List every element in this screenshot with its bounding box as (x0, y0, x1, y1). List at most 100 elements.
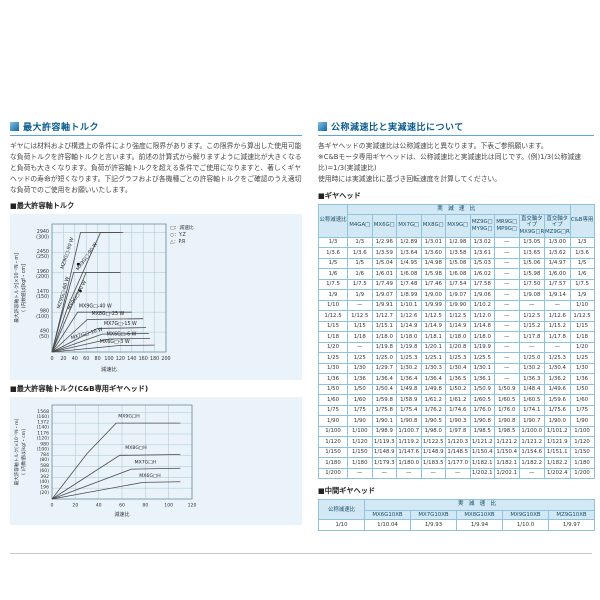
table-cell: 1/6 (347, 268, 373, 280)
x-axis-label: 減速比 (101, 365, 117, 373)
table-cell: 1/25.3 (396, 352, 422, 364)
table-cell: 1/98.9 (371, 426, 397, 438)
table-cell: 1/19.8 (371, 342, 397, 354)
table-cell: — (347, 300, 373, 312)
right-column: 公称減速比と実減速比について 各ギヤヘッドの実減速比は公称減速比と異なります。下… (318, 120, 596, 531)
table-cell: 1/150.4 (469, 447, 495, 459)
table-cell: 1/15.2 (544, 321, 571, 333)
series-label: MX6G□-6 W (107, 332, 137, 338)
table-cell: 1/3.64 (396, 247, 422, 259)
table-cell: 1/148.5 (445, 447, 471, 459)
table-cell: 1/12.7 (371, 310, 397, 322)
table-row: 1/30 1/30 1/29.7 1/30.2 1/30.3 1/30.4 1/30.1—1… (318, 363, 595, 375)
table-cell: 1/30.4 (544, 363, 571, 375)
table-cell: 1/15.2 (518, 321, 545, 333)
table-cell: 1/5.03 (469, 258, 495, 270)
x-tick-label: 0 (50, 356, 53, 362)
table-cell: 1/3.6 (569, 247, 595, 259)
table-cell: 1/50.2 (445, 384, 471, 396)
table-cell: 1/4.98 (420, 258, 446, 270)
torque-intro-text: ギヤには材料および構造上の条件により強度に限界があります。この限界から算出した使… (10, 142, 302, 194)
table-cell: 1/30 (347, 363, 373, 375)
table-cell: 1/76.0 (494, 405, 520, 417)
table-header-cell: 直交軸タイプ MZ9G□R (544, 213, 571, 238)
table-cell: 1/12.5 (518, 310, 545, 322)
table-cell: 1/60.5 (494, 394, 520, 406)
table-cell: 1/9.99 (420, 300, 446, 312)
series-line (51, 327, 147, 353)
x-tick-label: 80 (95, 356, 101, 362)
y-tick-label: 2450 (37, 249, 49, 255)
table-cell: 1/25.0 (518, 352, 545, 364)
torque-chart-2: 1568(160)1372(140)1176(120)980(100)784(8… (13, 404, 196, 518)
table-cell: 1/10 (318, 519, 365, 531)
table-row: 1/10—1/9.91 1/10.1 1/9.99 1/9.90 1/10.2— — —1/… (318, 300, 595, 312)
table-cell: 1/3.02 (469, 237, 495, 249)
table-cell: 1/48.4 (518, 384, 545, 396)
table-cell: 1/2.98 (445, 237, 471, 249)
intro-line: ※C&Bモータ専用ギヤヘッドは、公称減速比と実減速比は同じです。(例)1/3(公… (318, 152, 581, 172)
table-cell: 1/6.08 (396, 268, 422, 280)
table-row: 1/3 1/3 1/2.96 1/2.89 1/3.01 1/2.98 1/3.02—1/3… (318, 237, 595, 249)
table-cell: 1/20 (318, 342, 348, 354)
table-cell: 1/75.6 (544, 405, 571, 417)
table-cell: 1/9.08 (518, 289, 545, 301)
y-tick-label: (200) (36, 275, 49, 281)
table-cell: 1/49.8 (420, 384, 446, 396)
table-cell: 1/9.93 (410, 519, 457, 531)
table-cell: 1/3.60 (420, 247, 446, 259)
table-cell: 1/200 (569, 468, 595, 480)
x-tick-label: 160 (139, 356, 148, 362)
table-cell: 1/36 (347, 373, 373, 385)
plot-frame (51, 404, 193, 500)
table-cell: — (420, 468, 446, 480)
table-cell: 1/90.5 (420, 415, 446, 427)
series-label: MX7G□H (135, 460, 156, 466)
table-cell: 1/59.8 (371, 394, 397, 406)
table-cell: 1/7.49 (371, 279, 397, 291)
table-cell: 1/14.9 (396, 321, 422, 333)
y-tick-label: (250) (36, 255, 49, 261)
y-axis-label: 最大許容軸トルク[×10⁻²N・m] (13, 419, 20, 486)
table-cell: 1/90.1 (371, 415, 397, 427)
table-cell: 1/12.5 (318, 310, 348, 322)
y-tick-label: 980 (40, 309, 49, 315)
series-label: MX8G□-25 W (91, 312, 124, 318)
table-cell: — (347, 468, 373, 480)
table-cell: 1/18.1 (420, 331, 446, 343)
table-cell: 1/119.2 (396, 436, 422, 448)
legend-entry: ○：Y.Z (170, 232, 186, 238)
table-cell: 1/4.95 (396, 258, 422, 270)
table-row: 1/200— — — — —1/202.1 1/202.1—1/202.4 1/200 (318, 468, 595, 480)
table-cell: — (494, 352, 520, 364)
table-cell: 1/121.2 (494, 436, 520, 448)
table-cell: 1/3.6 (318, 247, 348, 259)
table-row: 1/15 1/15 1/15.1 1/14.9 1/14.9 1/14.9 1/14.8—1… (318, 321, 595, 333)
table-row: 1/18 1/18 1/18.0 1/18.0 1/18.1 1/18.0 1/18.0—1… (318, 331, 595, 343)
table-row: 1/50 1/50 1/50.4 1/49.8 1/49.8 1/50.2 1/50.9 1/… (318, 384, 595, 396)
table-cell: 1/59.6 (544, 394, 571, 406)
table-cell: 1/9.90 (445, 300, 471, 312)
table-cell: 1/61.2 (445, 394, 471, 406)
table-cell: 1/36.4 (371, 373, 397, 385)
table-cell: 1/25 (318, 352, 348, 364)
table-cell: 1/3.01 (420, 237, 446, 249)
table-cell: 1/3 (569, 237, 595, 249)
table-cell: 1/6.08 (445, 268, 471, 280)
mid-gearhead-table-heading: ■中間ギヤヘッド (318, 486, 376, 496)
table-cell: 1/3.05 (518, 237, 545, 249)
table-cell: 1/15 (347, 321, 373, 333)
table-cell: 1/6.00 (544, 268, 571, 280)
table-cell: 1/5 (347, 258, 373, 270)
section-header-torque: 最大許容軸トルク (10, 120, 302, 136)
series-label: MX6G□H (139, 474, 160, 480)
table-cell: — (494, 321, 520, 333)
table-cell: 1/50.9 (469, 384, 495, 396)
series-line (51, 333, 149, 353)
table-header-cell: 直交軸タイプ MX9G□R (518, 213, 545, 238)
table-row: 1/180 1/180 1/179.3 1/180.0 1/183.5 1/177.0 1/… (318, 457, 595, 469)
table-header-cell: 公称減速比 (318, 203, 348, 238)
table-cell: 1/36.3 (518, 373, 545, 385)
table-cell: 1/7.57 (544, 279, 571, 291)
marker-circle (79, 290, 82, 293)
